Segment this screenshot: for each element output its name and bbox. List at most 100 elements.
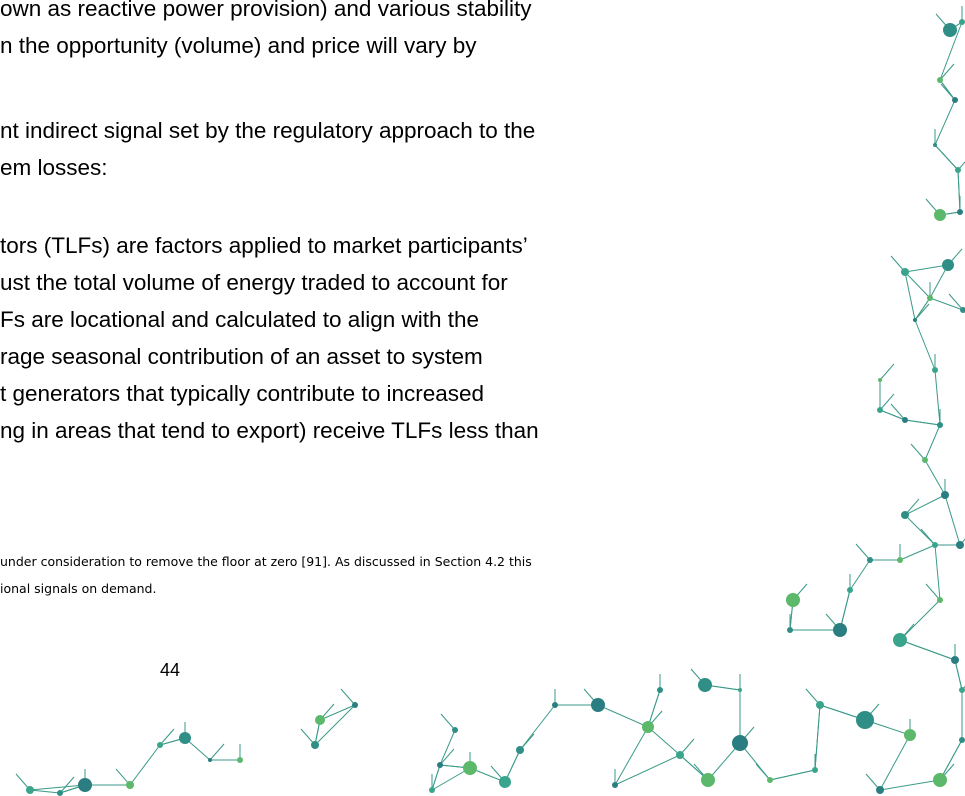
network-edge: [905, 265, 948, 272]
network-node: [959, 687, 965, 693]
network-edge: [900, 545, 935, 560]
network-node: [951, 656, 959, 664]
network-edge: [935, 100, 955, 145]
network-node: [179, 732, 191, 744]
network-node: [738, 688, 742, 692]
network-node: [959, 737, 965, 743]
network-edge: [756, 764, 770, 780]
network-node: [922, 457, 928, 463]
network-edge: [926, 584, 940, 600]
network-node: [876, 786, 884, 794]
network-node: [437, 762, 443, 768]
network-node: [812, 767, 818, 773]
network-node: [959, 19, 965, 25]
network-edge: [921, 529, 935, 545]
network-edge: [915, 320, 935, 370]
text-line: own as reactive power provision) and var…: [0, 0, 532, 21]
network-edge: [815, 705, 820, 770]
network-node: [904, 729, 916, 741]
text-line: t generators that typically contribute t…: [0, 383, 484, 406]
network-edge: [900, 640, 955, 660]
network-edge: [935, 145, 958, 170]
text-line: nt indirect signal set by the regulatory…: [0, 120, 535, 143]
network-node: [315, 715, 325, 725]
network-edge: [935, 545, 940, 600]
page-number: 44: [160, 660, 180, 681]
network-node: [499, 776, 511, 788]
network-edge: [856, 544, 870, 560]
network-node: [311, 741, 319, 749]
network-edge: [880, 394, 894, 410]
network-edge: [210, 744, 224, 760]
network-node: [943, 23, 957, 37]
network-edge: [935, 370, 940, 425]
network-node: [833, 623, 847, 637]
network-edge: [130, 745, 160, 785]
footnote-line: ional signals on demand.: [0, 583, 156, 596]
network-node: [913, 318, 917, 322]
network-node: [612, 782, 618, 788]
page: own as reactive power provision) and var…: [0, 0, 965, 796]
network-node: [957, 209, 963, 215]
network-node: [878, 378, 882, 382]
text-line: rage seasonal contribution of an asset t…: [0, 346, 483, 369]
network-edge: [941, 84, 955, 100]
footnote-line: under consideration to remove the floor …: [0, 556, 532, 569]
network-node: [208, 758, 212, 762]
network-node: [856, 711, 874, 729]
network-node: [552, 702, 558, 708]
network-node: [933, 773, 947, 787]
network-edge: [945, 495, 960, 545]
network-edge: [850, 560, 870, 590]
network-node: [452, 727, 458, 733]
network-node: [786, 593, 800, 607]
network-edge: [905, 272, 915, 320]
network-edge: [320, 705, 355, 720]
network-node: [877, 407, 883, 413]
network-node: [941, 491, 949, 499]
network-node: [901, 511, 909, 519]
network-node: [429, 787, 435, 793]
network-node: [767, 777, 773, 783]
network-edge: [441, 714, 455, 730]
network-node: [932, 367, 938, 373]
network-node: [676, 751, 684, 759]
network-edge: [925, 425, 940, 460]
network-node: [955, 167, 961, 173]
network-edge: [940, 64, 954, 80]
network-edge: [905, 495, 945, 515]
network-node: [157, 742, 163, 748]
network-edge: [925, 460, 945, 495]
network-edge: [440, 730, 455, 765]
network-node: [927, 295, 933, 301]
network-node: [867, 557, 873, 563]
network-edge: [770, 770, 815, 780]
network-edge: [615, 727, 648, 785]
text-line: n the opportunity (volume) and price wil…: [0, 35, 476, 58]
network-node: [642, 721, 654, 733]
network-node: [516, 746, 524, 754]
network-edge: [30, 790, 60, 793]
text-line: tors (TLFs) are factors applied to marke…: [0, 235, 528, 258]
network-node: [952, 97, 958, 103]
network-node: [902, 417, 908, 423]
network-node: [897, 557, 903, 563]
network-edge: [905, 272, 930, 298]
network-node: [937, 77, 943, 83]
network-node: [816, 701, 824, 709]
network-edge: [905, 420, 940, 425]
network-node: [126, 781, 134, 789]
network-edge: [315, 705, 355, 745]
text-line: Fs are locational and calculated to alig…: [0, 309, 479, 332]
text-line: ust the total volume of energy traded to…: [0, 272, 508, 295]
network-node: [732, 735, 748, 751]
network-node: [237, 757, 243, 763]
network-edge: [648, 727, 680, 755]
network-node: [701, 773, 715, 787]
network-edge: [880, 735, 910, 790]
text-line: ng in areas that tend to export) receive…: [0, 420, 539, 443]
network-node: [57, 790, 63, 796]
network-node: [463, 761, 477, 775]
text-line: em losses:: [0, 157, 108, 180]
network-node: [698, 678, 712, 692]
